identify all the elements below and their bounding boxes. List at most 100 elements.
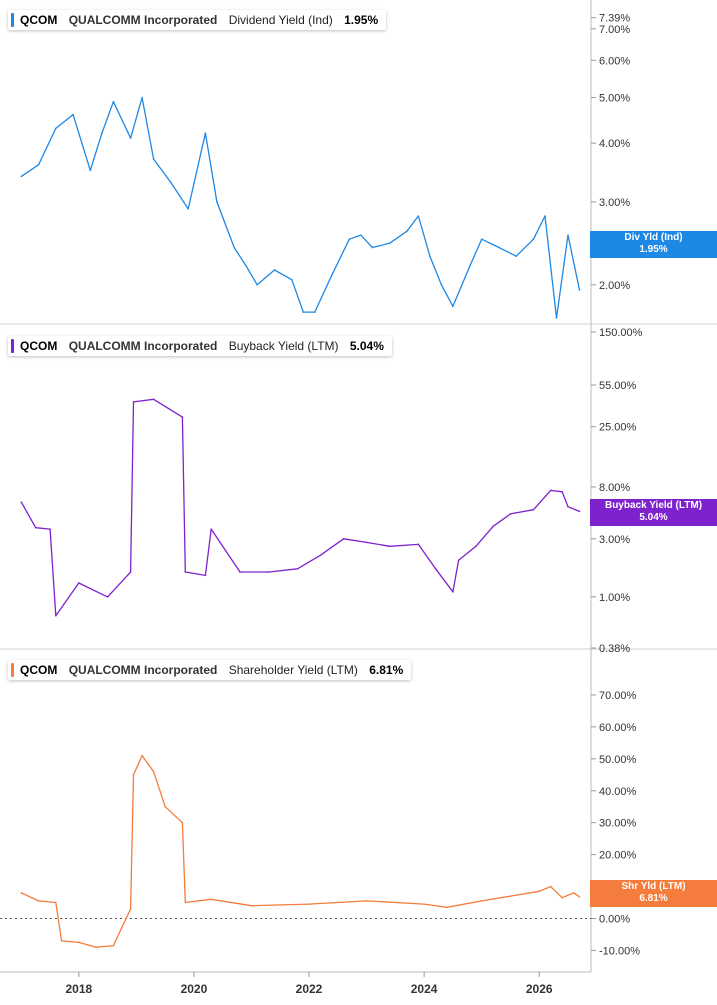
data-point bbox=[509, 895, 512, 897]
y-tick-label: 3.00% bbox=[599, 197, 630, 209]
data-point bbox=[239, 571, 241, 573]
data-point bbox=[233, 246, 236, 249]
data-point bbox=[181, 416, 184, 418]
data-point bbox=[101, 132, 103, 134]
data-point bbox=[181, 821, 184, 824]
data-point bbox=[371, 246, 374, 249]
legend-metric: Buyback Yield (LTM) bbox=[228, 339, 339, 353]
y-tick-label: 25.00% bbox=[599, 422, 637, 434]
data-point bbox=[417, 215, 420, 217]
legend-color-bar bbox=[11, 339, 14, 353]
data-point bbox=[170, 181, 172, 184]
tag-value: 1.95% bbox=[639, 244, 668, 255]
data-point bbox=[95, 946, 97, 949]
data-point bbox=[20, 892, 23, 894]
data-point bbox=[55, 901, 57, 904]
y-tick-label: 6.00% bbox=[599, 55, 630, 67]
y-tick-label: -10.00% bbox=[599, 945, 640, 957]
y-tick-label: 150.00% bbox=[599, 327, 643, 339]
legend-shareholder-yield: QCOM QUALCOMM Incorporated Shareholder Y… bbox=[8, 660, 412, 680]
data-point bbox=[388, 242, 391, 245]
data-point bbox=[567, 234, 569, 236]
legend-dividend-yield: QCOM QUALCOMM Incorporated Dividend Yiel… bbox=[8, 10, 387, 30]
data-point bbox=[423, 903, 425, 905]
tag-dividend-yield: Div Yld (Ind) 1.95% bbox=[590, 231, 717, 258]
data-point bbox=[313, 311, 316, 313]
data-point bbox=[555, 317, 558, 319]
data-point bbox=[184, 571, 187, 573]
y-tick-label: 5.00% bbox=[599, 93, 630, 105]
data-point bbox=[37, 900, 40, 902]
data-point bbox=[452, 305, 454, 308]
data-point bbox=[49, 528, 51, 530]
series-line-2 bbox=[20, 398, 580, 617]
data-point bbox=[187, 208, 189, 210]
data-point bbox=[210, 898, 212, 901]
legend-value: 5.04% bbox=[349, 339, 384, 353]
tag-label: Shr Yld (LTM) bbox=[621, 881, 686, 892]
y-tick-label: 20.00% bbox=[599, 850, 637, 862]
data-point bbox=[273, 269, 276, 271]
legend-metric: Dividend Yield (Ind) bbox=[228, 13, 333, 27]
data-point bbox=[164, 805, 166, 808]
legend-ticker: QCOM bbox=[20, 339, 58, 353]
data-point bbox=[129, 908, 132, 910]
y-tick-label: 0.00% bbox=[599, 913, 630, 925]
data-point bbox=[20, 501, 23, 503]
data-point bbox=[440, 283, 443, 286]
x-tick-label: 2022 bbox=[296, 982, 323, 996]
tag-shareholder-yield: Shr Yld (LTM) 6.81% bbox=[590, 880, 717, 907]
data-point bbox=[290, 278, 293, 281]
data-point bbox=[210, 528, 212, 530]
y-tick-label: 70.00% bbox=[599, 690, 637, 702]
data-point bbox=[348, 238, 351, 240]
data-point bbox=[365, 541, 368, 544]
data-point bbox=[55, 127, 57, 130]
data-point bbox=[244, 264, 247, 267]
data-point bbox=[480, 238, 483, 240]
legend-metric: Shareholder Yield (LTM) bbox=[228, 663, 358, 677]
data-point bbox=[250, 904, 253, 907]
data-point bbox=[132, 773, 135, 776]
data-point bbox=[561, 896, 564, 899]
data-point bbox=[429, 255, 431, 258]
y-tick-label: 50.00% bbox=[599, 754, 637, 766]
data-point bbox=[532, 508, 535, 511]
data-point bbox=[78, 582, 80, 584]
legend-color-bar bbox=[11, 663, 14, 677]
y-tick-label: 7.39% bbox=[599, 13, 630, 25]
y-tick-label: 1.00% bbox=[599, 592, 630, 604]
y-tick-label: 8.00% bbox=[599, 482, 630, 494]
tag-label: Buyback Yield (LTM) bbox=[604, 500, 703, 511]
y-tick-label: 30.00% bbox=[599, 818, 637, 830]
data-point bbox=[446, 906, 448, 909]
y-tick-label: 7.00% bbox=[599, 24, 630, 36]
legend-ticker: QCOM bbox=[20, 663, 58, 677]
data-point bbox=[509, 513, 512, 515]
data-point bbox=[319, 554, 322, 556]
x-tick-label: 2018 bbox=[65, 982, 92, 996]
data-point bbox=[549, 489, 552, 492]
series-line-1 bbox=[20, 96, 581, 319]
data-point bbox=[567, 505, 569, 508]
data-point bbox=[532, 238, 535, 240]
data-point bbox=[498, 246, 500, 249]
data-point bbox=[457, 559, 460, 562]
y-tick-label: 40.00% bbox=[599, 786, 637, 798]
legend-ticker: QCOM bbox=[20, 13, 58, 27]
tag-value: 6.81% bbox=[639, 893, 668, 904]
legend-color-bar bbox=[11, 13, 14, 27]
data-point bbox=[112, 944, 115, 947]
data-point bbox=[475, 545, 477, 548]
data-point bbox=[538, 890, 541, 893]
data-point bbox=[129, 571, 132, 573]
data-point bbox=[37, 163, 40, 166]
x-tick-label: 2020 bbox=[181, 982, 208, 996]
data-point bbox=[572, 892, 575, 894]
data-point bbox=[60, 940, 63, 942]
data-point bbox=[308, 903, 310, 905]
data-point bbox=[331, 274, 333, 276]
data-point bbox=[34, 526, 37, 529]
tag-value: 5.04% bbox=[639, 512, 668, 523]
